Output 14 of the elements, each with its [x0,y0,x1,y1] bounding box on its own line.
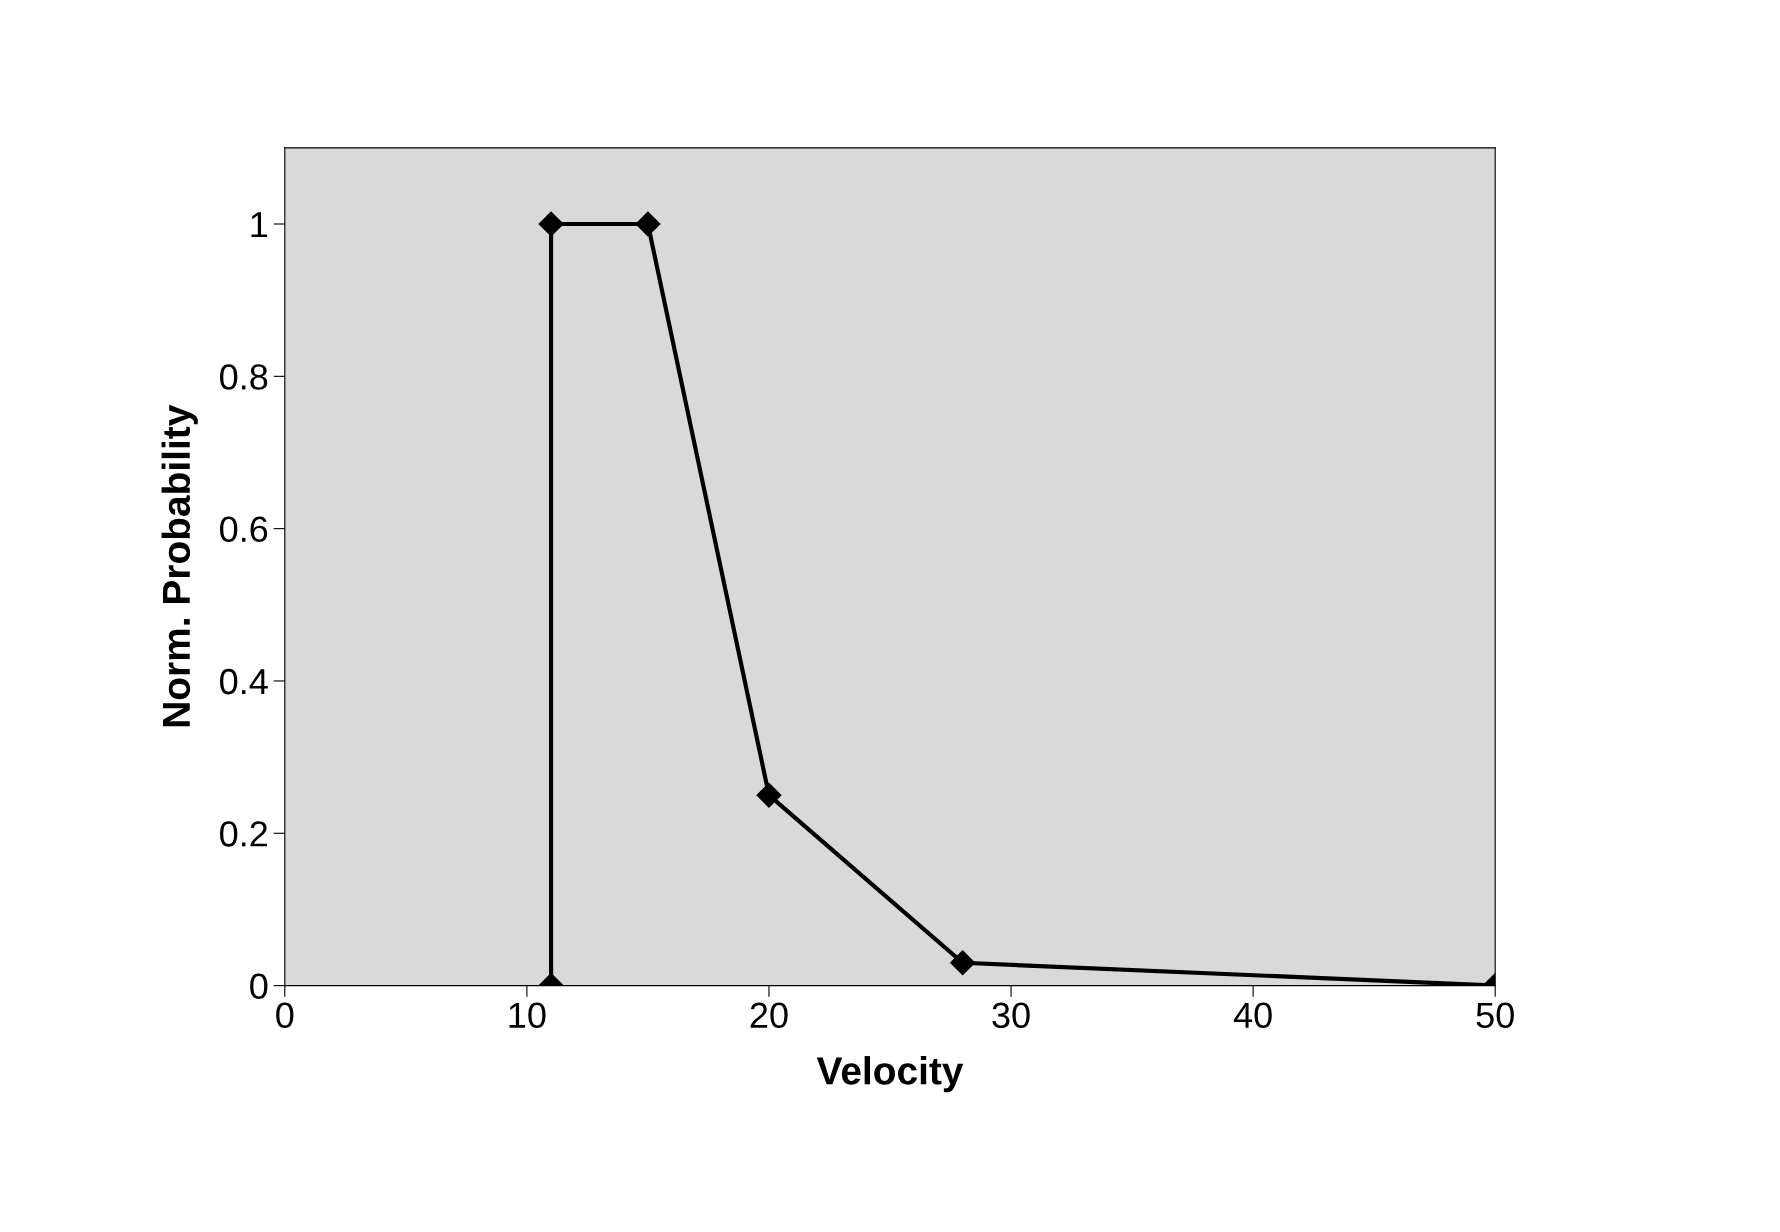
x-tick-label: 10 [509,1002,546,1029]
y-tick-label: 0.2 [220,821,268,847]
y-tick-label: 0.6 [220,516,268,543]
x-tick-label: 20 [750,1002,788,1029]
y-tick-label: 0.8 [220,364,268,390]
y-tick-label: 0.4 [220,668,268,695]
x-tick-label: 50 [1476,1002,1514,1029]
y-tick-label: 1 [251,212,268,238]
x-axis-title: Velocity [816,1056,964,1093]
x-tick-label: 30 [992,1002,1030,1029]
x-tick-label: 40 [1233,1002,1272,1029]
y-axis-title: Norm. Probability [161,404,198,727]
x-tick-label: 0 [276,1002,294,1029]
y-tick-label: 0 [250,973,268,1000]
